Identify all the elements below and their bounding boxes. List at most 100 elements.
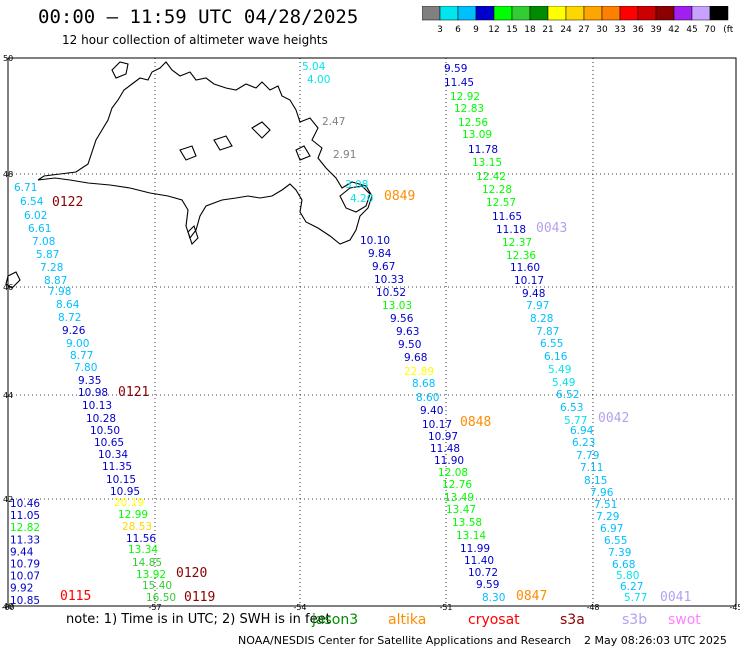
wave-height-value: 13.09 — [462, 129, 492, 141]
wave-height-value: 12.28 — [482, 184, 512, 196]
wave-height-value: 12.42 — [476, 171, 506, 183]
wave-height-value: 11.56 — [126, 533, 156, 545]
wave-height-value: 7.08 — [32, 236, 55, 248]
pass-time-label: 0042 — [598, 411, 629, 426]
wave-height-value: 7.96 — [590, 487, 614, 499]
color-scale-tick: 30 — [596, 25, 608, 35]
longitude-label: -45 — [729, 603, 740, 610]
pass-time-label: 0119 — [184, 590, 215, 605]
color-swatch — [709, 6, 729, 21]
color-scale-tick: 36 — [632, 25, 644, 35]
wave-height-value: 9.63 — [396, 326, 419, 338]
wave-height-value: 5.49 — [548, 364, 571, 376]
wave-height-value: 7.39 — [608, 547, 631, 559]
wave-height-value: 8.30 — [482, 592, 505, 604]
wave-height-value: 11.33 — [10, 534, 40, 546]
wave-height-value: 11.18 — [496, 224, 526, 236]
color-scale-tick: 27 — [578, 25, 589, 35]
wave-height-value: 6.02 — [24, 210, 47, 222]
latitude-label: 42 — [3, 495, 13, 504]
newfoundland-coastline — [5, 61, 373, 289]
satellite-legend-item: jason3 — [312, 612, 359, 628]
wave-height-value: 10.33 — [374, 274, 404, 286]
wave-height-value: 10.10 — [360, 235, 390, 247]
map-grid — [8, 58, 736, 606]
wave-height-value: 10.13 — [82, 400, 112, 412]
longitude-label: -48 — [586, 603, 599, 610]
wave-height-value: 8.28 — [530, 313, 553, 325]
wave-height-value: 6.55 — [540, 338, 563, 350]
wave-height-value: 8.77 — [70, 350, 93, 362]
wave-height-value: 6.23 — [572, 437, 595, 449]
pass-time-label: 0115 — [60, 589, 91, 604]
wave-height-value: 7.97 — [526, 300, 549, 312]
latitude-label: 48 — [3, 170, 13, 179]
wave-height-value: 10.52 — [376, 287, 406, 299]
wave-height-value: 10.65 — [94, 437, 124, 449]
wave-height-value: 12.36 — [506, 250, 536, 262]
color-scale-tick: 45 — [686, 25, 697, 35]
wave-height-value: 7.51 — [594, 499, 617, 511]
color-scale-tick: 21 — [542, 25, 553, 35]
wave-height-value: 13.14 — [456, 530, 486, 542]
wave-height-value: 9.84 — [368, 248, 392, 260]
pass-time-label: 0849 — [384, 189, 415, 204]
wave-height-value: 2.47 — [322, 116, 345, 128]
wave-height-value: 13.58 — [452, 517, 482, 529]
wave-height-value: 5.77 — [624, 592, 647, 604]
wave-height-value: 20.19 — [114, 497, 144, 509]
wave-height-value: 8.60 — [416, 392, 439, 404]
pass-time-label: 0041 — [660, 590, 691, 605]
wave-height-value: 22.89 — [404, 366, 434, 378]
wave-height-value: 10.46 — [10, 498, 40, 510]
satellite-legend-item: swot — [668, 612, 701, 628]
wave-height-value: 9.26 — [62, 325, 86, 337]
latitude-label: 46 — [3, 283, 13, 292]
wave-height-value: 7.79 — [576, 450, 599, 462]
wave-height-value: 8.15 — [584, 475, 607, 487]
wave-height-value: 6.71 — [14, 182, 37, 194]
wave-height-value: 11.40 — [464, 555, 494, 567]
wave-height-value: 9.68 — [404, 352, 427, 364]
wave-height-value: 6.94 — [570, 425, 594, 437]
wave-height-value: 4.00 — [307, 74, 330, 86]
color-scale-tick: 3 — [437, 25, 443, 35]
wave-height-value: 9.59 — [444, 63, 467, 75]
wave-height-value: 11.35 — [102, 461, 132, 473]
satellite-legend-item: cryosat — [468, 612, 520, 628]
wave-height-value: 6.61 — [28, 223, 51, 235]
pass-time-label: 0122 — [52, 195, 83, 210]
units-note: note: 1) Time is in UTC; 2) SWH is in fe… — [66, 612, 331, 627]
wave-height-value: 10.15 — [106, 474, 136, 486]
wave-height-value: 10.17 — [514, 275, 544, 287]
wave-height-value: 8.87 — [44, 275, 67, 287]
wave-height-value: 11.60 — [510, 262, 540, 274]
color-scale-tick: 42 — [668, 25, 679, 35]
wave-height-value: 7.80 — [74, 362, 97, 374]
map-frame — [7, 57, 737, 607]
longitude-label: -57 — [148, 603, 161, 610]
wave-height-value: 11.99 — [460, 543, 490, 555]
wave-height-value: 13.92 — [136, 569, 166, 581]
wave-height-value: 28.53 — [122, 521, 152, 533]
satellite-legend-item: s3b — [622, 612, 648, 628]
generation-timestamp: 2 May 08:26:03 UTC 2025 — [584, 634, 727, 647]
color-scale-tick: 18 — [524, 25, 536, 35]
color-scale-tick: 9 — [473, 25, 479, 35]
wave-height-value: 12.92 — [450, 91, 480, 103]
wave-height-value: 7.29 — [596, 511, 619, 523]
wave-height-value: 6.68 — [612, 559, 635, 571]
wave-height-value: 8.64 — [56, 299, 80, 311]
wave-height-value: 10.17 — [422, 419, 452, 431]
wave-height-value: 12.76 — [442, 479, 472, 491]
color-scale-tick: 70 — [704, 25, 716, 35]
wave-height-value: 6.16 — [544, 351, 568, 363]
wave-height-value: 7.87 — [536, 326, 559, 338]
pass-time-label: 0121 — [118, 385, 149, 400]
wave-height-value: 9.35 — [78, 375, 101, 387]
wave-height-value: 12.08 — [438, 467, 468, 479]
wave-height-value: 6.54 — [20, 196, 44, 208]
wave-height-value: 12.99 — [118, 509, 148, 521]
wave-height-value: 6.53 — [560, 402, 583, 414]
wave-height-value: 9.56 — [390, 313, 414, 325]
